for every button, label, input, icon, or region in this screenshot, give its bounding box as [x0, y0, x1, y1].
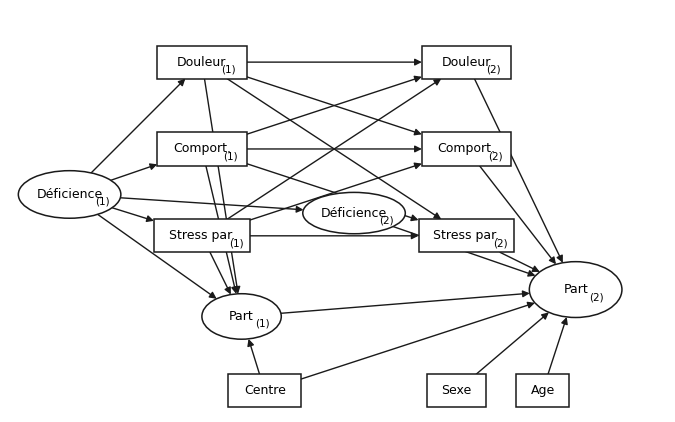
Text: Part: Part	[230, 310, 254, 323]
Text: Déficience: Déficience	[321, 206, 387, 219]
Text: Douleur: Douleur	[442, 56, 491, 69]
Text: Douleur: Douleur	[178, 56, 227, 69]
Text: Stress par.: Stress par.	[169, 229, 235, 242]
FancyBboxPatch shape	[157, 133, 246, 165]
Text: Déficience: Déficience	[36, 188, 103, 201]
Text: Centre: Centre	[244, 384, 286, 398]
Text: (1): (1)	[223, 151, 238, 161]
Text: Comport.: Comport.	[173, 143, 231, 155]
FancyBboxPatch shape	[418, 219, 514, 252]
Ellipse shape	[529, 262, 622, 317]
Text: Sexe: Sexe	[441, 384, 472, 398]
Text: Stress par.: Stress par.	[433, 229, 500, 242]
Text: (2): (2)	[589, 292, 603, 302]
Text: (2): (2)	[379, 216, 394, 225]
FancyBboxPatch shape	[154, 219, 250, 252]
FancyBboxPatch shape	[422, 46, 511, 78]
Text: (2): (2)	[487, 151, 502, 161]
Text: (2): (2)	[486, 65, 500, 75]
FancyBboxPatch shape	[427, 374, 486, 408]
Ellipse shape	[18, 170, 121, 218]
Text: Age: Age	[531, 384, 555, 398]
Text: (1): (1)	[229, 238, 244, 248]
Text: Comport.: Comport.	[437, 143, 495, 155]
FancyBboxPatch shape	[516, 374, 569, 408]
Text: Part: Part	[563, 283, 588, 296]
FancyBboxPatch shape	[422, 133, 511, 165]
Text: (2): (2)	[493, 238, 508, 248]
Ellipse shape	[202, 294, 281, 339]
Ellipse shape	[303, 192, 405, 234]
Text: (1): (1)	[95, 197, 109, 207]
Text: (1): (1)	[255, 319, 269, 329]
FancyBboxPatch shape	[228, 374, 301, 408]
Text: (1): (1)	[221, 65, 236, 75]
FancyBboxPatch shape	[157, 46, 246, 78]
